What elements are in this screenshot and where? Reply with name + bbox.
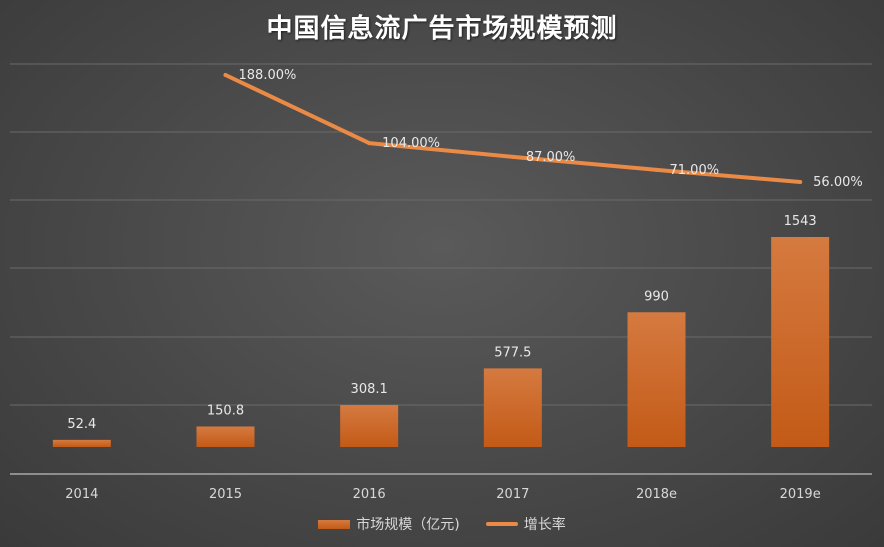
legend: 市场规模（亿元) 增长率 [0,514,884,534]
growth-rate-point [798,180,803,184]
bar-value-label: 308.1 [351,382,388,397]
growth-rate-label: 56.00% [813,175,863,190]
bar-value-label: 52.4 [67,417,96,432]
x-tick-label: 2019e [780,487,821,502]
legend-swatch-bar [318,519,351,529]
chart-title: 中国信息流广告市场规模预测 [266,14,618,44]
legend-swatch-line [485,522,518,526]
x-tick-label: 2014 [65,487,98,502]
growth-rate-label: 188.00% [239,68,297,83]
growth-rate-point [654,167,659,172]
bar-2015 [196,426,255,447]
bar-2014 [52,439,111,447]
bar-value-label: 577.5 [494,345,531,360]
growth-rate-point [510,154,515,159]
bar-2017 [483,368,542,447]
x-tick-label: 2017 [496,487,529,502]
growth-rate-label: 104.00% [382,136,440,151]
bar-2018e [627,312,686,447]
x-tick-label: 2018e [636,487,677,502]
bar-value-label: 150.8 [207,403,244,418]
x-tick-label: 2016 [353,487,386,502]
legend-label-market-size: 市场规模（亿元) [356,517,460,533]
legend-item-growth-rate[interactable]: 增长率 [485,514,566,534]
growth-rate-label: 87.00% [526,150,576,165]
bar-value-label: 990 [644,289,669,304]
bar-2016 [340,405,399,447]
legend-item-market-size[interactable]: 市场规模（亿元) [318,514,460,534]
legend-label-growth-rate: 增长率 [523,517,566,533]
bar-2019e [771,237,830,447]
growth-rate-point [223,73,228,77]
x-tick-label: 2015 [209,487,242,502]
growth-rate-label: 71.00% [670,163,720,178]
bar-value-label: 1543 [784,214,817,229]
growth-rate-point [367,141,372,146]
